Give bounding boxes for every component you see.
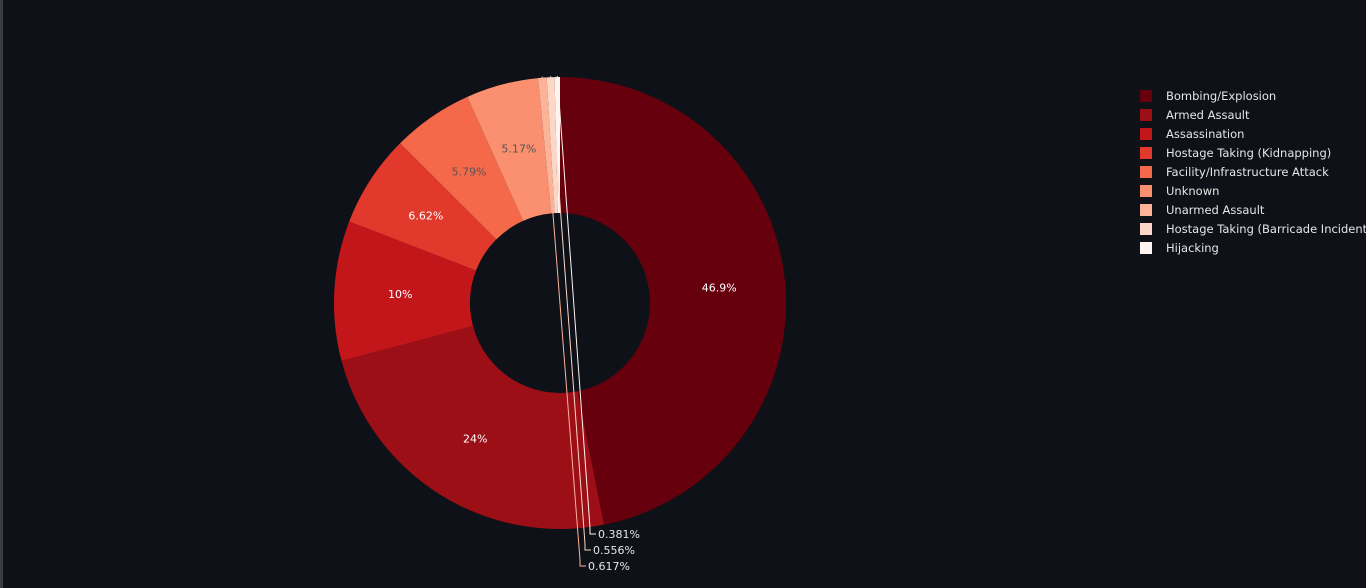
legend-item-facility-infrastructure-attack[interactable]: Facility/Infrastructure Attack xyxy=(1140,162,1366,181)
legend-swatch xyxy=(1140,165,1152,178)
legend-swatch xyxy=(1140,146,1152,159)
legend-label: Hijacking xyxy=(1166,240,1219,255)
legend-label: Facility/Infrastructure Attack xyxy=(1166,164,1329,179)
legend-swatch xyxy=(1140,127,1152,140)
slice-label-facility-infrastructure-attack: 5.79% xyxy=(452,165,487,178)
legend-swatch xyxy=(1140,203,1152,216)
legend-item-armed-assault[interactable]: Armed Assault xyxy=(1140,105,1366,124)
legend-swatch xyxy=(1140,89,1152,102)
slice-hostage-taking-barricade-incident[interactable] xyxy=(546,77,558,214)
legend-swatch xyxy=(1140,108,1152,121)
chart-legend: Bombing/Explosion Armed Assault Assassinat… xyxy=(1140,86,1366,257)
legend-label: Armed Assault xyxy=(1166,107,1250,122)
slice-label-unarmed-assault: 0.617% xyxy=(588,560,630,573)
slice-label-hostage-taking-kidnapping: 6.62% xyxy=(408,210,443,223)
legend-label: Bombing/Explosion xyxy=(1166,88,1277,103)
legend-label: Assassination xyxy=(1166,126,1245,141)
legend-item-hostage-taking-kidnapping[interactable]: Hostage Taking (Kidnapping) xyxy=(1140,143,1366,162)
legend-swatch xyxy=(1140,241,1152,254)
slice-label-unknown: 5.17% xyxy=(501,142,536,155)
legend-label: Unarmed Assault xyxy=(1166,202,1265,217)
slice-label-assassination: 10% xyxy=(388,288,412,301)
legend-item-hijacking[interactable]: Hijacking xyxy=(1140,238,1366,257)
slice-label-hijacking: 0.381% xyxy=(598,528,640,541)
legend-item-bombing-explosion[interactable]: Bombing/Explosion xyxy=(1140,86,1366,105)
slice-label-hostage-taking-barricade-incident: 0.556% xyxy=(593,544,635,557)
legend-item-assassination[interactable]: Assassination xyxy=(1140,124,1366,143)
legend-item-unarmed-assault[interactable]: Unarmed Assault xyxy=(1140,200,1366,219)
leader-line-unarmed-assault xyxy=(541,76,586,567)
legend-label: Unknown xyxy=(1166,183,1220,198)
legend-label: Hostage Taking (Kidnapping) xyxy=(1166,145,1332,160)
slice-facility-infrastructure-attack[interactable] xyxy=(400,96,524,240)
legend-label: Hostage Taking (Barricade Incident) xyxy=(1166,221,1366,236)
slice-label-armed-assault: 24% xyxy=(463,433,487,446)
slice-hostage-taking-kidnapping[interactable] xyxy=(349,143,497,271)
legend-item-hostage-taking-barricade-incident[interactable]: Hostage Taking (Barricade Incident) xyxy=(1140,219,1366,238)
slice-label-bombing-explosion: 46.9% xyxy=(702,281,737,294)
slice-armed-assault[interactable] xyxy=(341,326,604,529)
slice-assassination[interactable] xyxy=(333,221,477,361)
slice-unknown[interactable] xyxy=(467,78,552,221)
legend-swatch xyxy=(1140,184,1152,197)
legend-item-unknown[interactable]: Unknown xyxy=(1140,181,1366,200)
leader-line-hijacking xyxy=(556,75,596,535)
slice-bombing-explosion[interactable] xyxy=(560,77,787,525)
page-left-border xyxy=(0,0,3,588)
legend-swatch xyxy=(1140,222,1152,235)
leader-line-hostage-taking-barricade-incident xyxy=(550,76,591,551)
